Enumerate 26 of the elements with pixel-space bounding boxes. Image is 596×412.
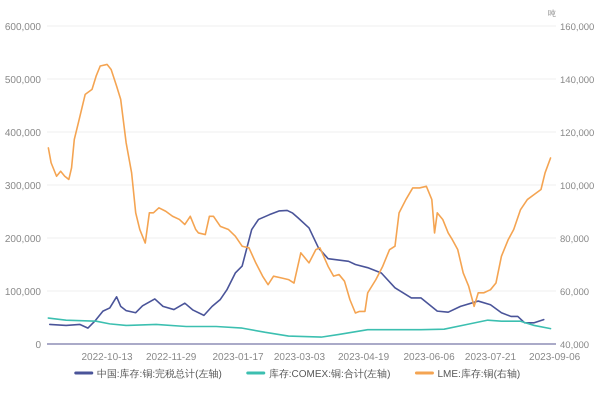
y2-tick-label: 60,000	[560, 287, 590, 298]
y-tick-label: 0	[35, 340, 42, 351]
y2-tick-label: 160,000	[560, 22, 594, 33]
x-tick-label: 2023-06-06	[404, 352, 456, 363]
x-tick-label: 2023-09-06	[529, 352, 581, 363]
legend-label: 库存:COMEX:铜:合计(左轴)	[268, 368, 390, 380]
legend-label: 中国:库存:铜:完税总计(左轴)	[96, 368, 222, 380]
y2-axis-title: 吨	[548, 9, 556, 18]
y-tick-label: 600,000	[4, 22, 42, 33]
x-tick-label: 2022-11-29	[146, 352, 197, 363]
y2-tick-label: 100,000	[560, 181, 594, 192]
x-tick-label: 2023-03-03	[274, 352, 326, 363]
y-tick-label: 200,000	[4, 234, 42, 245]
x-tick-label: 2023-01-17	[212, 352, 264, 363]
legend-label: LME:库存:铜(右轴)	[437, 368, 520, 380]
y2-tick-label: 140,000	[560, 75, 594, 86]
y-tick-label: 300,000	[4, 181, 42, 192]
y-tick-label: 100,000	[4, 287, 42, 298]
x-tick-label: 2023-07-21	[464, 352, 517, 363]
x-tick-label: 2023-04-19	[338, 352, 390, 363]
y-tick-label: 400,000	[4, 128, 42, 139]
y2-tick-label: 120,000	[560, 128, 594, 139]
x-tick-label: 2022-10-13	[81, 352, 134, 363]
y2-tick-label: 80,000	[560, 234, 590, 245]
y2-tick-label: 40,000	[560, 340, 590, 351]
y-tick-label: 500,000	[4, 75, 42, 86]
